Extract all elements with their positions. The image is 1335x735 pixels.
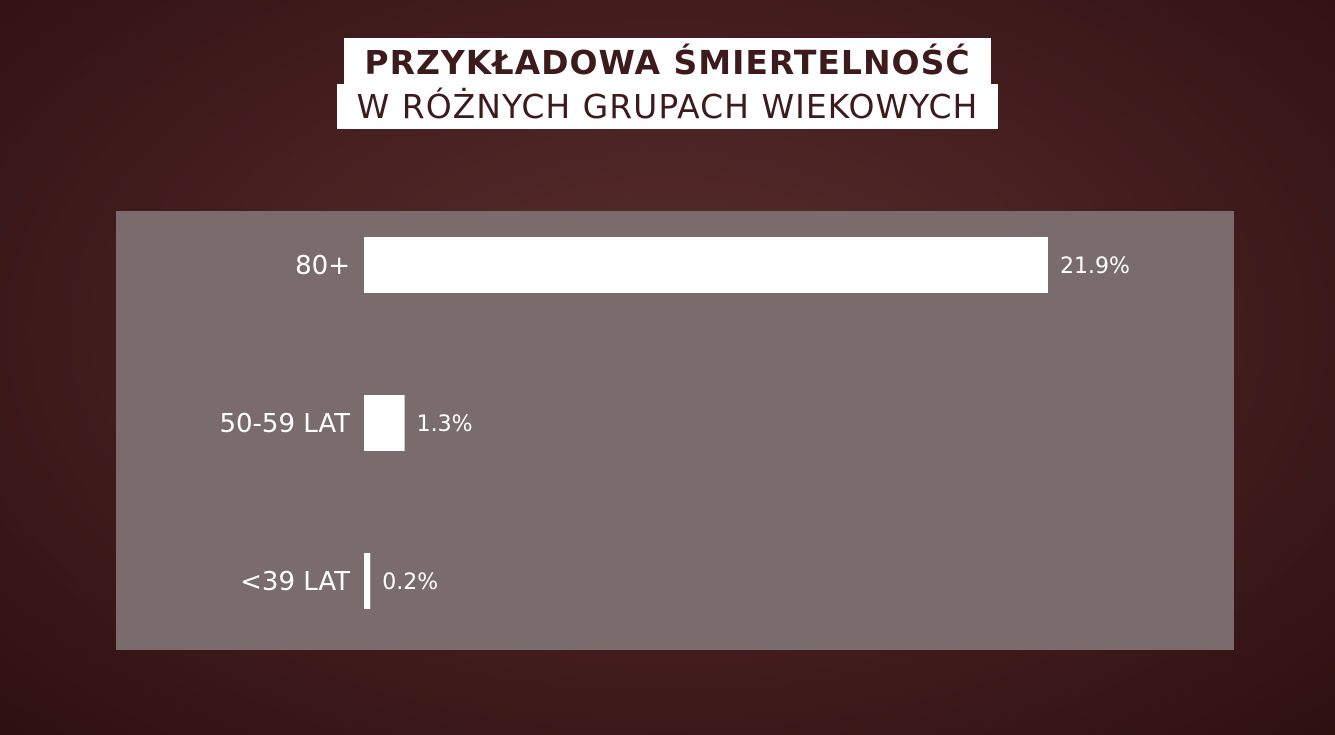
bar-2 <box>364 553 371 609</box>
value-label-0: 21.9% <box>1060 254 1130 279</box>
category-label-0: 80+ <box>295 251 350 281</box>
chart-title: PRZYKŁADOWA ŚMIERTELNOŚĆ <box>344 38 991 84</box>
value-label-1: 1.3% <box>417 412 473 437</box>
category-label-1: 50-59 LAT <box>219 409 350 439</box>
bar-chart: 80+ 21.9% 50-59 LAT 1.3% <39 LAT 0.2% <box>219 237 1130 609</box>
chart-subtitle: W RÓŻNYCH GRUPACH WIEKOWYCH <box>336 84 999 129</box>
bar-0 <box>364 237 1048 293</box>
value-label-2: 0.2% <box>382 570 438 595</box>
category-label-2: <39 LAT <box>240 567 350 597</box>
bar-1 <box>364 395 405 451</box>
chart-panel: 80+ 21.9% 50-59 LAT 1.3% <39 LAT 0.2% <box>116 211 1234 650</box>
chart-title-block: PRZYKŁADOWA ŚMIERTELNOŚĆ W RÓŻNYCH GRUPA… <box>0 38 1335 130</box>
